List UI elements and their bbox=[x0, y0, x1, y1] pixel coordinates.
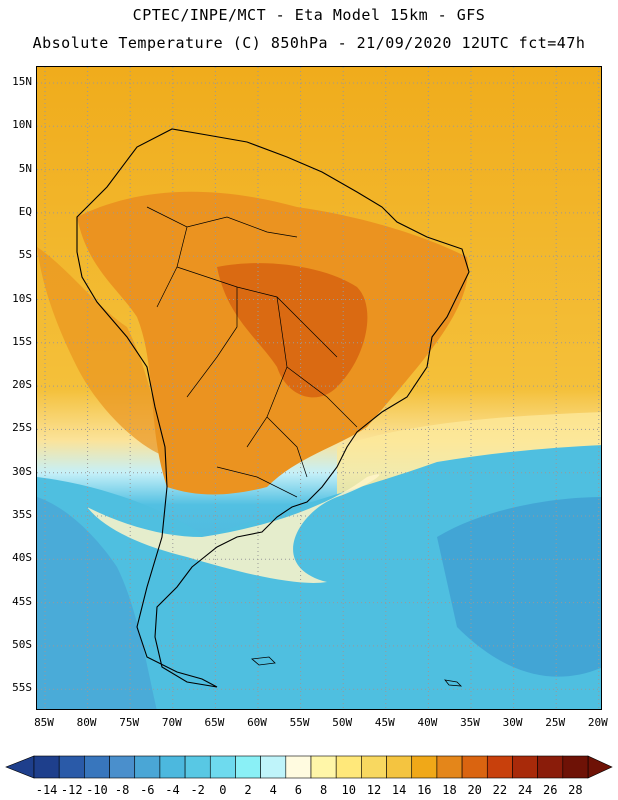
lon-label: 45W bbox=[374, 716, 395, 729]
colorbar-swatch bbox=[109, 755, 136, 779]
colorbar-swatch bbox=[486, 755, 513, 779]
colorbar-tick-label: 20 bbox=[467, 783, 481, 797]
falkland-islands bbox=[251, 656, 276, 666]
country-borders bbox=[146, 206, 358, 498]
lat-label: 35S bbox=[12, 508, 32, 521]
colorbar-arrow-left bbox=[5, 755, 35, 779]
south-america-outline bbox=[76, 128, 470, 688]
colorbar-tick-label: -2 bbox=[190, 783, 204, 797]
colorbar-swatch bbox=[260, 755, 287, 779]
colorbar-tick-label: -4 bbox=[165, 783, 179, 797]
colorbar-tick-label: 26 bbox=[543, 783, 557, 797]
lon-label: 65W bbox=[204, 716, 225, 729]
lat-label: 5N bbox=[18, 161, 32, 175]
colorbar-swatch bbox=[285, 755, 312, 779]
colorbar-tick-label: 0 bbox=[219, 783, 226, 797]
temperature-map bbox=[37, 67, 601, 709]
southern-cold-region bbox=[37, 445, 601, 709]
lat-label: 40S bbox=[12, 551, 32, 565]
colorbar-tick-label: 8 bbox=[320, 783, 327, 797]
temperature-colorbar: -14 -12 -10 -8 -6 -4 -2 0 2 4 6 8 10 12 14 16 18 20 22 24 26… bbox=[5, 755, 613, 797]
pacific-cold-region bbox=[37, 497, 157, 709]
colorbar-swatch bbox=[335, 755, 362, 779]
map-frame[interactable] bbox=[36, 66, 602, 710]
lat-label: 50S bbox=[12, 637, 32, 651]
lon-label: 55W bbox=[289, 716, 310, 729]
colorbar-swatch bbox=[361, 755, 387, 779]
lat-label: 10S bbox=[12, 291, 32, 305]
chart-subtitle: Absolute Temperature (C) 850hPa - 21/09/… bbox=[32, 34, 586, 52]
colorbar-tick-label: 4 bbox=[270, 783, 277, 797]
colorbar-tick-label: 24 bbox=[518, 783, 532, 797]
colorbar-swatch bbox=[461, 755, 488, 779]
colorbar-swatch bbox=[84, 755, 110, 779]
colorbar-swatch bbox=[386, 755, 413, 779]
lon-label: 25W bbox=[545, 716, 566, 729]
subtropical-pale-band bbox=[87, 474, 380, 583]
colorbar-tick-label: 18 bbox=[442, 783, 456, 797]
lat-label: 30S bbox=[12, 464, 32, 478]
colorbar-swatch bbox=[235, 755, 261, 779]
colorbar-tick-label: -6 bbox=[140, 783, 154, 797]
colorbar-swatch bbox=[537, 755, 564, 779]
lat-label: 15N bbox=[12, 75, 32, 88]
colorbar-swatch bbox=[209, 755, 236, 779]
colorbar-tick-label: 6 bbox=[295, 783, 302, 797]
colorbar-tick-label: 16 bbox=[417, 783, 431, 797]
graticule bbox=[37, 67, 601, 709]
continent-hot-core bbox=[217, 263, 368, 398]
colorbar-swatch bbox=[134, 755, 161, 779]
lat-label: EQ bbox=[18, 204, 32, 218]
lat-label: 15S bbox=[12, 334, 32, 348]
colorbar-swatch bbox=[310, 755, 337, 779]
lon-label: 30W bbox=[502, 716, 523, 729]
south-georgia bbox=[444, 679, 463, 687]
colorbar-swatch bbox=[58, 755, 85, 779]
colorbar-tick-label: 10 bbox=[342, 783, 356, 797]
colorbar-arrow-right bbox=[587, 755, 613, 779]
colorbar-tick-label: -10 bbox=[86, 783, 108, 797]
lat-label: 10N bbox=[12, 118, 32, 132]
lon-label: 20W bbox=[587, 716, 608, 729]
colorbar-tick-label: 12 bbox=[367, 783, 381, 797]
colorbar-tick-label: 14 bbox=[392, 783, 406, 797]
lat-label: 55S bbox=[12, 681, 32, 695]
colorbar-tick-label: -14 bbox=[36, 783, 58, 797]
lon-label: 50W bbox=[332, 716, 353, 729]
lat-label: 20S bbox=[12, 378, 32, 392]
colorbar-swatch bbox=[411, 755, 438, 779]
lat-label: 5S bbox=[18, 248, 32, 262]
colorbar-swatch bbox=[33, 755, 60, 779]
colorbar-swatch bbox=[512, 755, 538, 779]
lon-label: 40W bbox=[417, 716, 438, 729]
colorbar-tick-label: 28 bbox=[568, 783, 582, 797]
colorbar-tick-label: -12 bbox=[61, 783, 83, 797]
colorbar-swatch bbox=[436, 755, 463, 779]
lon-label: 60W bbox=[247, 716, 267, 729]
colorbar-swatch bbox=[562, 755, 589, 779]
colorbar-tick-label: 2 bbox=[244, 783, 251, 797]
southern-deep-cold-region bbox=[437, 497, 601, 677]
lon-label: 70W bbox=[161, 716, 182, 729]
colorbar-swatch bbox=[159, 755, 186, 779]
lon-label: 80W bbox=[76, 716, 97, 729]
colorbar-tick-label: -8 bbox=[115, 783, 129, 797]
lon-label: 85W bbox=[34, 716, 54, 729]
lon-label: 75W bbox=[119, 716, 140, 729]
chart-title: CPTEC/INPE/MCT - Eta Model 15km - GFS bbox=[132, 6, 486, 24]
colorbar-tick-label: 22 bbox=[493, 783, 507, 797]
lon-label: 35W bbox=[460, 716, 480, 729]
lat-label: 45S bbox=[12, 594, 32, 608]
colorbar-swatch bbox=[184, 755, 211, 779]
lat-label: 25S bbox=[12, 421, 32, 435]
